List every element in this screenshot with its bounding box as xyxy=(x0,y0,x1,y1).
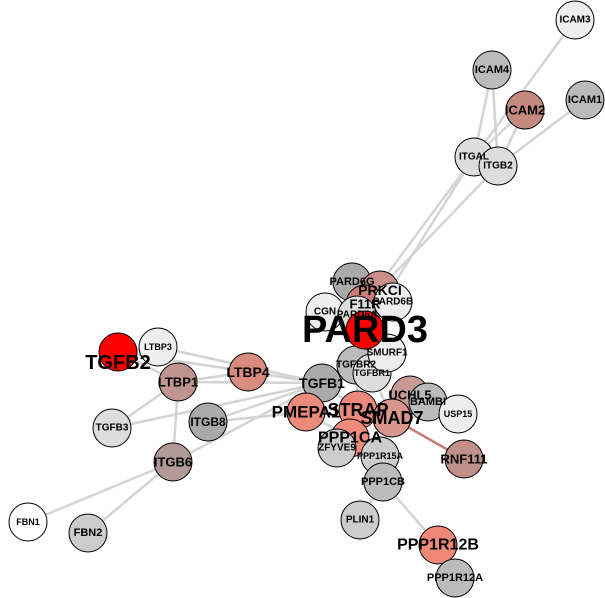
node-label: PPP1R12B xyxy=(397,537,479,554)
node-label: ITGB8 xyxy=(190,415,226,429)
node-label: ITGB6 xyxy=(154,455,192,470)
node xyxy=(418,525,458,565)
node xyxy=(435,558,475,598)
node-label: ICAM4 xyxy=(475,64,510,76)
node-label: TGFBR1 xyxy=(354,368,390,378)
node-label: PARD6A xyxy=(337,310,377,321)
node xyxy=(68,513,108,553)
node-label: ICAM1 xyxy=(568,94,602,106)
node-label: PPP1CB xyxy=(361,476,405,488)
node xyxy=(286,392,326,432)
node xyxy=(472,50,512,90)
node xyxy=(363,462,403,502)
node xyxy=(92,408,132,448)
node xyxy=(138,327,178,367)
node-label: PLIN1 xyxy=(346,515,375,526)
edges xyxy=(27,19,586,579)
node-label: LTBP1 xyxy=(158,375,198,390)
node xyxy=(478,146,518,186)
node-label: LTBP3 xyxy=(144,342,172,352)
node xyxy=(373,282,413,322)
node-label: BAMBI xyxy=(410,396,446,408)
node-label: SMAD7 xyxy=(360,408,423,428)
node-label: FBN2 xyxy=(74,527,103,539)
node-label: LTBP4 xyxy=(226,364,270,380)
node-label: RNF111 xyxy=(441,452,488,467)
node xyxy=(555,0,595,40)
node-label: PARD6G xyxy=(329,276,374,288)
node-label: PPP1R12A xyxy=(427,572,483,584)
node xyxy=(340,500,380,540)
edge xyxy=(27,460,174,524)
node xyxy=(158,362,198,402)
node-label: FBN1 xyxy=(16,517,40,527)
node-label: PMEPA1 xyxy=(272,403,341,422)
node xyxy=(565,80,605,120)
node-label: ICAM2 xyxy=(505,103,545,118)
node xyxy=(98,332,138,372)
node-label: CGN xyxy=(314,307,336,318)
node-label: F11R xyxy=(349,297,381,312)
node-label: ICAM3 xyxy=(559,15,591,26)
node xyxy=(228,352,268,392)
node xyxy=(372,398,412,438)
node xyxy=(8,502,48,542)
node-label: ITGB2 xyxy=(483,161,513,172)
node xyxy=(505,90,545,130)
edge xyxy=(207,381,323,424)
node-label: TGFBR2 xyxy=(336,360,376,371)
node-label: SMURF1 xyxy=(366,348,408,359)
node xyxy=(153,442,193,482)
node xyxy=(444,439,484,479)
node-label: PARD3 xyxy=(302,309,428,351)
node-label: UCHL5 xyxy=(388,388,431,403)
node-label: STRAP xyxy=(327,400,388,420)
node-label: TGFB1 xyxy=(299,375,345,391)
node-label: PPP1R15A xyxy=(357,451,404,461)
node-label: ZFYVE9 xyxy=(318,443,356,454)
node-label: TGFB3 xyxy=(96,423,129,434)
node-label: USP15 xyxy=(444,409,473,419)
node xyxy=(438,394,478,434)
node-label: ITGAL xyxy=(459,152,489,163)
node xyxy=(345,310,385,350)
node-label: PRKCI xyxy=(358,282,402,298)
edge xyxy=(472,19,577,158)
node-label: PPP1CA xyxy=(318,430,382,447)
node xyxy=(188,402,228,442)
node xyxy=(317,428,357,468)
node-label: PARD6B xyxy=(373,297,413,308)
node-label: TGFB2 xyxy=(85,352,151,374)
